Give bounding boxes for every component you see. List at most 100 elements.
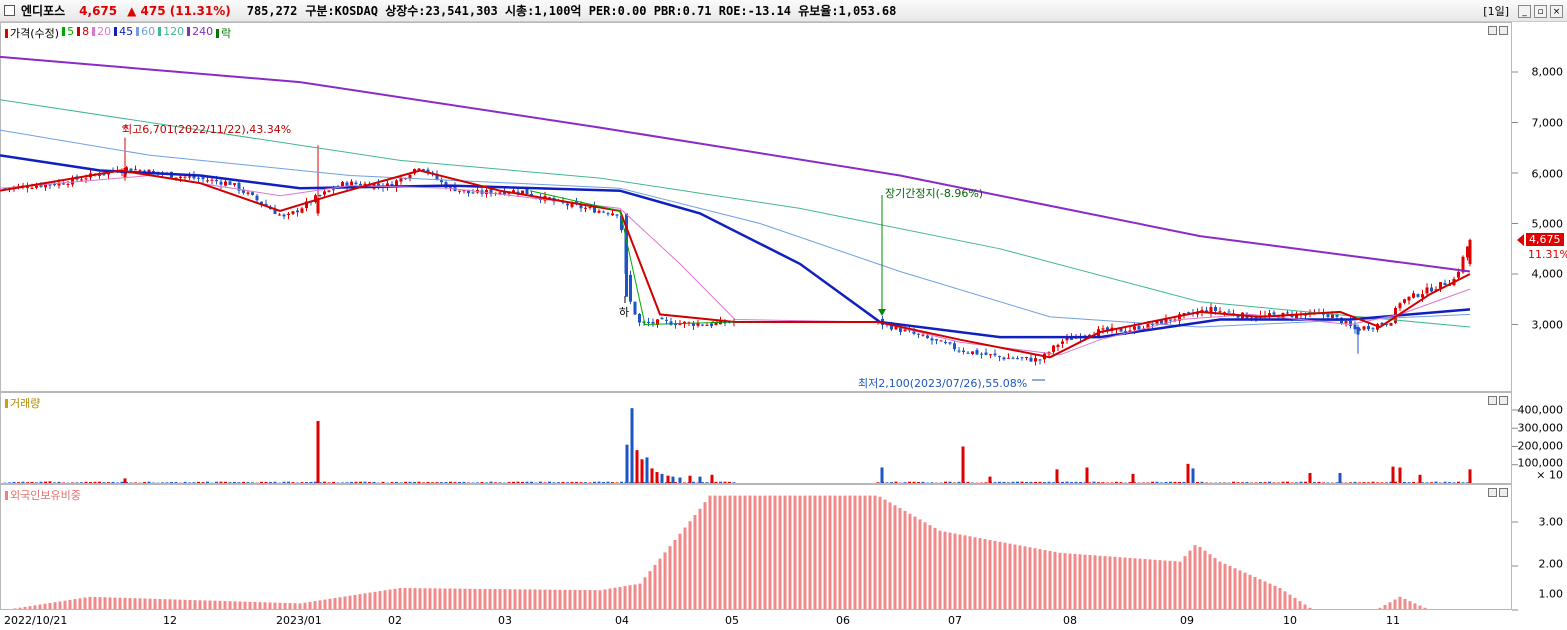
y-tick: 8,000 (1531, 65, 1564, 79)
price-candle (521, 190, 524, 195)
price-candle (138, 170, 142, 172)
volume-bar (1304, 481, 1307, 483)
volume-close-icon[interactable] (1499, 396, 1508, 405)
foreign-ratio-bar (283, 602, 287, 609)
foreign-ratio-bar (693, 515, 697, 609)
period-selector[interactable]: [1일] (1483, 5, 1509, 18)
foreign-ratio-bar (738, 495, 742, 609)
y-tick: 3.00 (1538, 515, 1564, 529)
restore-icon[interactable]: ▫ (1534, 4, 1547, 18)
volume-bar (1376, 482, 1379, 483)
volume-bar (404, 481, 407, 483)
stock-name[interactable]: 엔디포스 (21, 4, 66, 18)
foreign-ratio-bar (33, 605, 37, 609)
price-candle (1371, 328, 1375, 330)
volume-bar (912, 481, 916, 483)
legend-ex-rights: 락 (221, 27, 232, 40)
price-candle (1443, 283, 1447, 286)
foreign-ratio-bar (413, 588, 417, 609)
volume-bar (1353, 481, 1357, 483)
volume-bar (192, 482, 196, 483)
volume-bar (714, 481, 718, 483)
foreign-ratio-bar (1398, 596, 1402, 609)
foreign-ratio-bar (53, 602, 57, 609)
price-candle (1187, 312, 1190, 314)
foreign-ratio-bar (1088, 555, 1092, 609)
price-candle (314, 195, 317, 202)
foreign-ratio-bar (458, 588, 462, 609)
volume-bar (120, 481, 124, 483)
panel-minimize-icon[interactable] (1488, 26, 1497, 35)
ma20-line (0, 174, 1471, 356)
volume-bar (1335, 482, 1339, 483)
volume-bar (692, 481, 695, 483)
y-tick: 4,000 (1531, 267, 1564, 281)
foreign-ratio-bar (1173, 561, 1177, 609)
foreign-ratio-bar (1063, 553, 1067, 609)
price-candle (1002, 357, 1006, 360)
price-candle (1088, 334, 1091, 337)
volume-bar (1070, 482, 1073, 483)
price-candle (359, 183, 362, 186)
price-chart-panel[interactable]: 가격(수정) 5 8 20 45 60 120 240 락 (0, 22, 1512, 392)
foreign-ratio-bar (1078, 554, 1082, 609)
foreign-ratio-bar (528, 589, 532, 609)
foreign-minimize-icon[interactable] (1488, 488, 1497, 497)
price-candle (1065, 337, 1069, 341)
high-annotation: 최고6,701(2022/11/22),43.34% (122, 123, 292, 136)
price-candle (84, 178, 88, 180)
foreign-ratio-bar (318, 600, 322, 609)
close-icon[interactable]: × (1550, 4, 1563, 18)
minimize-icon[interactable]: _ (1518, 4, 1531, 18)
volume-bar (674, 482, 677, 483)
volume-chart-panel[interactable]: 거래량 (0, 392, 1512, 484)
select-checkbox[interactable] (4, 5, 15, 16)
ma240-line (0, 55, 1471, 273)
foreign-ratio-bar (1013, 544, 1017, 609)
price-candle (584, 207, 587, 209)
foreign-ratio-bar (918, 519, 922, 609)
volume-bar (1461, 482, 1465, 483)
volume-bar (426, 482, 430, 483)
volume-bar (251, 482, 254, 483)
price-candle (354, 182, 358, 184)
foreign-ratio-bar (1058, 552, 1062, 609)
panel-close-icon[interactable] (1499, 26, 1508, 35)
foreign-ratio-bar (1308, 607, 1312, 609)
foreign-ratio-bar (203, 600, 207, 609)
price-candle (656, 319, 659, 325)
price-candle (206, 180, 209, 182)
volume-bar (710, 474, 714, 483)
price-candle (1052, 345, 1055, 352)
foreign-ratio-bar (968, 536, 972, 609)
volume-bar (147, 481, 151, 483)
foreign-ratio-bar (873, 495, 877, 609)
volume-bar (1119, 482, 1123, 483)
foreign-ratio-bar (13, 608, 17, 609)
foreign-ratio-bar (588, 590, 592, 609)
price-candle (507, 192, 511, 194)
volume-bar (620, 481, 623, 483)
price-candle (1106, 327, 1109, 331)
price-candle (395, 180, 398, 188)
volume-bar (1232, 481, 1235, 483)
volume-unit: × 10 (1536, 468, 1563, 482)
volume-bar (552, 482, 556, 483)
foreign-ratio-panel[interactable]: 외국인보유비중 (0, 484, 1512, 610)
foreign-ratio-bar (333, 598, 337, 609)
volume-bar (548, 481, 551, 483)
volume-bar (1186, 463, 1190, 483)
volume-minimize-icon[interactable] (1488, 396, 1497, 405)
foreign-ratio-bar (218, 600, 222, 609)
foreign-ratio-bar (1233, 568, 1237, 609)
price-candle (620, 215, 623, 231)
price-candle (998, 356, 1001, 358)
volume-bar (444, 482, 448, 483)
foreign-ratio-bar (1113, 556, 1117, 609)
foreign-close-icon[interactable] (1499, 488, 1508, 497)
volume-bar (417, 481, 421, 483)
foreign-ratio-bar (843, 495, 847, 609)
price-candle (890, 324, 893, 330)
volume-bar (705, 482, 709, 483)
foreign-ratio-bar (803, 495, 807, 609)
